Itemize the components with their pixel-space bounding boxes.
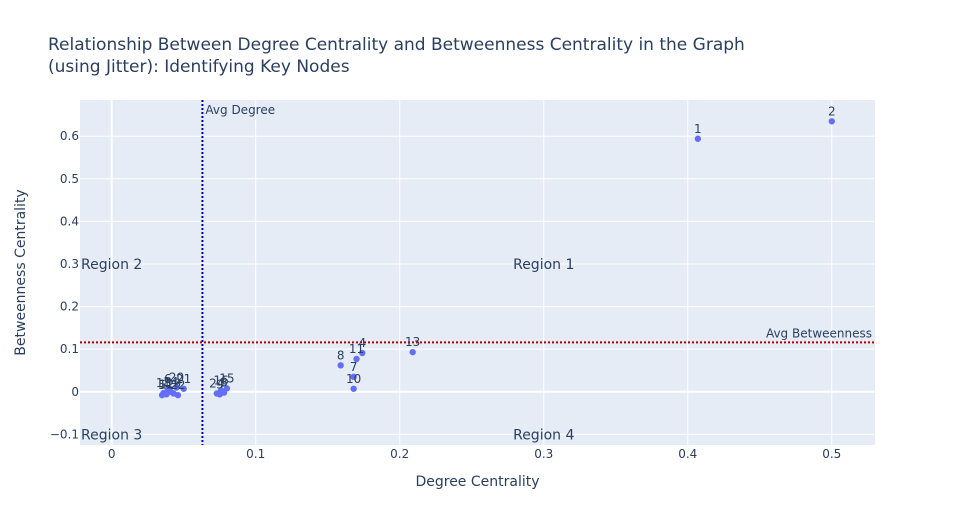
scatter-point[interactable] <box>180 385 187 392</box>
y-tick-label: 0.5 <box>60 172 79 186</box>
x-tick-label: 0.5 <box>822 447 841 461</box>
region-label: Region 1 <box>513 257 574 273</box>
point-label: 19 <box>166 376 181 390</box>
region-label: Region 4 <box>513 427 574 443</box>
point-label: 8 <box>337 348 345 362</box>
chart-title: Relationship Between Degree Centrality a… <box>48 34 745 78</box>
scatter-point[interactable] <box>353 355 360 363</box>
point-label: 4 <box>358 336 366 350</box>
x-axis-label: Degree Centrality <box>415 474 539 490</box>
region-labels: Region 1 Region 2 Region 3 Region 4 <box>81 257 574 443</box>
y-tick-label: 0.6 <box>60 129 79 143</box>
chart-title-line-1: Relationship Between Degree Centrality a… <box>48 35 745 55</box>
region-label: Region 3 <box>81 427 142 443</box>
scatter-point[interactable] <box>174 391 182 399</box>
y-axis-label: Betweenness Centrality <box>13 189 29 355</box>
point-label: 5 <box>158 378 166 392</box>
point-label: 3 <box>220 376 228 390</box>
scatter-point[interactable] <box>694 135 702 142</box>
x-tick-label: 0.2 <box>390 447 409 461</box>
scatter-point[interactable] <box>409 348 416 356</box>
scatter-point[interactable] <box>359 349 366 357</box>
grid-layer <box>80 100 875 445</box>
point-label: 24 <box>209 376 224 390</box>
point-label: 15 <box>219 371 234 385</box>
y-tick-label: 0.4 <box>60 214 79 228</box>
point-label: 9 <box>216 377 224 391</box>
point-label: 21 <box>176 372 191 386</box>
point-label: 12 <box>159 377 174 391</box>
scatter-point[interactable] <box>220 389 228 396</box>
y-tick-label: 0.3 <box>60 257 79 271</box>
point-label: 2 <box>828 104 836 118</box>
plot-background <box>80 100 875 445</box>
scatter-point[interactable] <box>350 385 357 392</box>
scatter-point[interactable] <box>173 384 180 391</box>
scatter-point[interactable] <box>337 362 344 369</box>
avg-degree-label: Avg Degree <box>205 103 275 117</box>
x-tick-label: 0.4 <box>678 447 697 461</box>
point-label: 11 <box>349 342 364 356</box>
point-label: 16 <box>214 373 229 387</box>
point-label: 1 <box>694 122 702 136</box>
scatter-point[interactable] <box>158 391 166 399</box>
point-label: 13 <box>405 335 420 349</box>
avg-betweenness-label: Avg Betweenness <box>766 326 872 340</box>
x-tick-label: 0.1 <box>246 447 265 461</box>
reference-lines: Avg Degree Avg Betweenness <box>80 100 875 445</box>
scatter-point[interactable] <box>350 373 357 381</box>
y-tick-label: 0.2 <box>60 300 79 314</box>
point-label: 20 <box>169 371 184 385</box>
point-label: 18 <box>156 376 171 390</box>
chart-title-line-2: (using Jitter): Identifying Key Nodes <box>48 57 350 77</box>
x-tick-label: 0.3 <box>534 447 553 461</box>
point-label: 14 <box>163 375 178 389</box>
point-label: 22 <box>170 378 185 392</box>
point-label: 10 <box>346 372 361 386</box>
axis-ticks: 0 0.1 0.2 0.3 0.4 0.5 −0.1 0 0.1 0.2 0.3 0.4 0.5 0.6 <box>50 129 841 461</box>
point-label: 7 <box>350 360 358 374</box>
point-label: 6 <box>164 372 172 386</box>
y-tick-label: −0.1 <box>50 427 79 441</box>
region-label: Region 2 <box>81 257 142 273</box>
scatter-point[interactable] <box>828 118 835 125</box>
y-tick-label: 0.1 <box>60 342 79 356</box>
y-tick-label: 0 <box>71 385 79 399</box>
x-tick-label: 0 <box>108 447 116 461</box>
